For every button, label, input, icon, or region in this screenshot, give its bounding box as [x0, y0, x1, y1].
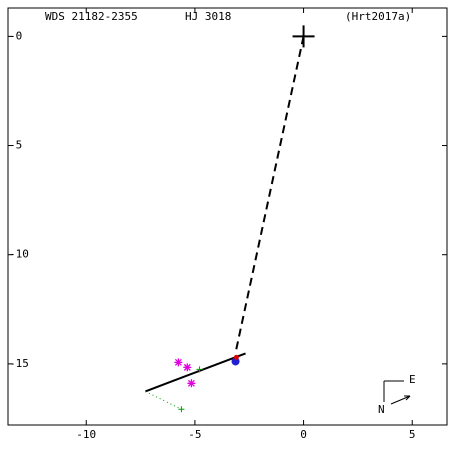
- compass-north-label: N: [378, 403, 385, 416]
- orbit-line: [145, 390, 182, 410]
- x-tick-label: -5: [188, 428, 201, 441]
- chart-subtitle: HJ 3018: [185, 10, 231, 23]
- chart-title: WDS 21182-2355: [45, 10, 138, 23]
- compass-arrow: [390, 395, 411, 405]
- y-tick-label: -0: [9, 29, 22, 42]
- y-tick-label: -15: [9, 357, 29, 370]
- compass: E N: [378, 373, 416, 416]
- measure-plus: [178, 406, 185, 413]
- measure-asterisk: [183, 363, 192, 372]
- y-tick-label: -5: [9, 139, 22, 152]
- measure-asterisk: [187, 379, 196, 388]
- latest-measure: [233, 354, 239, 360]
- measure-asterisk: [174, 358, 183, 367]
- x-tick-label: 0: [300, 428, 307, 441]
- orbit-line: [144, 352, 246, 393]
- x-tick-label: 5: [409, 428, 416, 441]
- y-tick-label: -10: [9, 248, 29, 261]
- primary-star: [292, 25, 315, 48]
- measure-plus: [196, 366, 203, 373]
- x-tick-label: -10: [76, 428, 96, 441]
- reference: (Hrt2017a): [345, 10, 411, 23]
- orbit-line: [235, 36, 305, 350]
- plot-frame: [7, 7, 448, 426]
- compass-east-label: E: [409, 373, 416, 386]
- compass-arrowhead: [404, 395, 411, 401]
